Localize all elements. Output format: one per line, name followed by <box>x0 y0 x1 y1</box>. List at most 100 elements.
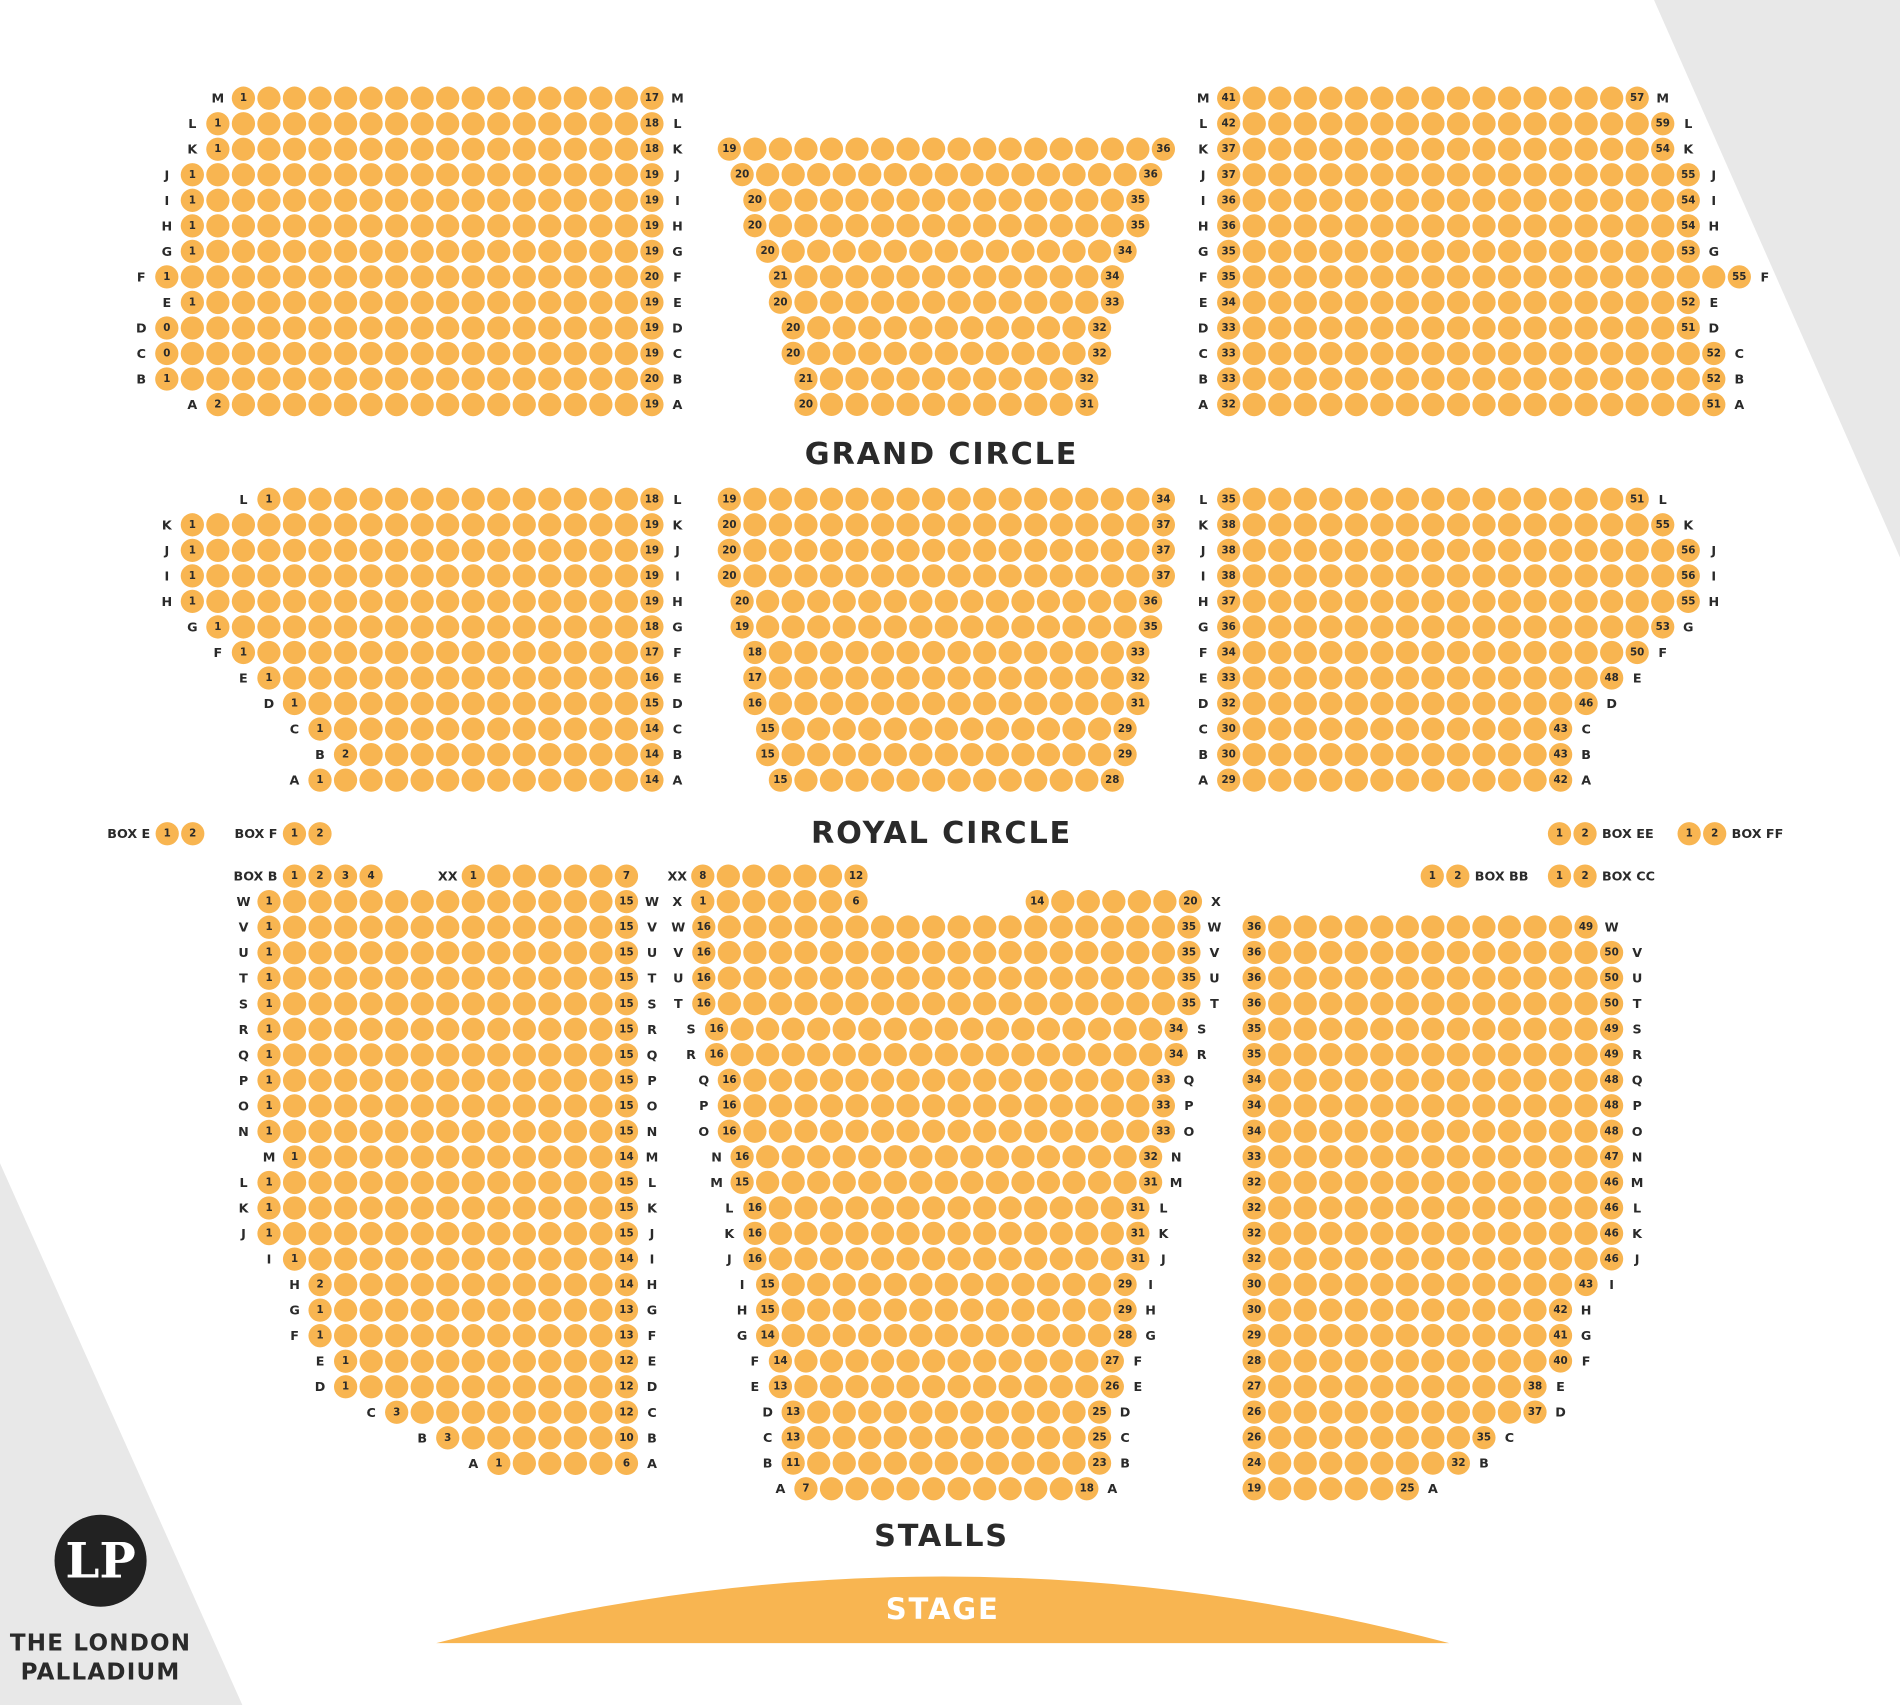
seat[interactable] <box>461 864 485 888</box>
seat[interactable] <box>768 1196 793 1220</box>
seat[interactable] <box>512 1426 536 1450</box>
seat[interactable] <box>1446 615 1471 639</box>
seat[interactable] <box>359 941 383 965</box>
seat[interactable] <box>1319 188 1343 212</box>
seat[interactable] <box>1024 487 1048 511</box>
seat[interactable] <box>1600 265 1624 289</box>
seat[interactable] <box>257 915 281 939</box>
seat[interactable] <box>1446 538 1471 562</box>
seat[interactable] <box>1702 392 1726 417</box>
seat[interactable] <box>1574 112 1598 136</box>
seat[interactable] <box>1127 889 1152 914</box>
seat[interactable] <box>1319 1221 1343 1246</box>
seat[interactable] <box>231 214 256 238</box>
seat[interactable] <box>844 864 868 888</box>
seat[interactable] <box>1293 112 1317 136</box>
seat[interactable] <box>359 1247 383 1271</box>
seat[interactable] <box>1395 86 1420 110</box>
seat[interactable] <box>1625 640 1649 665</box>
seat[interactable] <box>589 941 613 965</box>
seat[interactable] <box>934 742 958 767</box>
seat[interactable] <box>385 890 409 914</box>
seat[interactable] <box>563 1119 588 1144</box>
seat[interactable] <box>1395 137 1420 161</box>
seat[interactable] <box>794 640 818 665</box>
seat[interactable] <box>1293 290 1317 315</box>
seat[interactable] <box>1217 768 1241 792</box>
seat[interactable] <box>1319 768 1343 792</box>
seat[interactable] <box>614 1068 639 1093</box>
seat[interactable] <box>845 915 869 939</box>
seat[interactable] <box>1062 717 1086 741</box>
seat[interactable] <box>1395 1400 1419 1424</box>
seat[interactable] <box>257 239 281 264</box>
seat[interactable] <box>512 915 536 939</box>
seat[interactable] <box>883 1017 907 1041</box>
seat[interactable] <box>1548 768 1573 792</box>
seat[interactable] <box>756 239 780 263</box>
seat[interactable] <box>1472 392 1496 417</box>
seat[interactable] <box>563 589 587 614</box>
seat[interactable] <box>359 1145 383 1169</box>
seat[interactable] <box>960 742 984 767</box>
seat[interactable] <box>1599 940 1624 965</box>
seat[interactable] <box>896 137 920 161</box>
seat[interactable] <box>1319 1043 1343 1067</box>
seat[interactable] <box>640 137 664 161</box>
seat[interactable] <box>1497 1119 1522 1143</box>
seat[interactable] <box>384 239 409 264</box>
seat[interactable] <box>1062 162 1086 187</box>
seat[interactable] <box>282 691 307 716</box>
seat[interactable] <box>1319 1400 1343 1424</box>
seat[interactable] <box>461 1298 485 1322</box>
seat[interactable] <box>1600 513 1624 537</box>
seat[interactable] <box>487 966 511 990</box>
seat[interactable] <box>563 214 587 238</box>
seat[interactable] <box>1344 1298 1368 1322</box>
seat[interactable] <box>998 1068 1022 1092</box>
seat[interactable] <box>730 1017 754 1041</box>
seat[interactable] <box>436 691 460 716</box>
seat[interactable] <box>743 940 767 965</box>
seat[interactable] <box>1100 1221 1124 1246</box>
seat[interactable] <box>385 1196 409 1220</box>
seat[interactable] <box>832 1323 856 1348</box>
seat[interactable] <box>845 1119 869 1143</box>
seat[interactable] <box>1472 1298 1496 1322</box>
seat[interactable] <box>794 691 818 716</box>
seat[interactable] <box>985 589 1010 614</box>
seat[interactable] <box>589 1170 613 1195</box>
seat[interactable] <box>1268 666 1292 690</box>
seat[interactable] <box>461 513 485 537</box>
seat[interactable] <box>973 691 997 716</box>
seat[interactable] <box>410 1196 434 1220</box>
seat[interactable] <box>589 1375 613 1399</box>
seat[interactable] <box>1126 966 1150 990</box>
seat[interactable] <box>896 487 920 511</box>
seat[interactable] <box>794 966 818 990</box>
seat[interactable] <box>333 890 358 914</box>
seat[interactable] <box>858 1145 882 1169</box>
seat[interactable] <box>1049 915 1073 939</box>
seat[interactable] <box>781 1145 805 1169</box>
seat[interactable] <box>512 589 536 614</box>
seat[interactable] <box>231 589 256 614</box>
seat[interactable] <box>1011 239 1035 263</box>
seat[interactable] <box>461 1043 485 1067</box>
seat[interactable] <box>1523 290 1547 315</box>
seat[interactable] <box>231 316 256 340</box>
seat[interactable] <box>333 1043 358 1067</box>
seat[interactable] <box>1126 640 1150 665</box>
seat[interactable] <box>487 1324 511 1348</box>
seat[interactable] <box>1370 1221 1394 1246</box>
seat[interactable] <box>1497 1145 1522 1169</box>
seat[interactable] <box>794 265 818 289</box>
seat[interactable] <box>257 890 281 914</box>
seat[interactable] <box>308 112 332 136</box>
seat[interactable] <box>461 1247 485 1271</box>
seat[interactable] <box>1177 915 1201 939</box>
seat[interactable] <box>1293 1017 1317 1041</box>
seat[interactable] <box>1548 1298 1573 1322</box>
seat[interactable] <box>1268 1221 1292 1246</box>
seat[interactable] <box>781 1170 805 1194</box>
